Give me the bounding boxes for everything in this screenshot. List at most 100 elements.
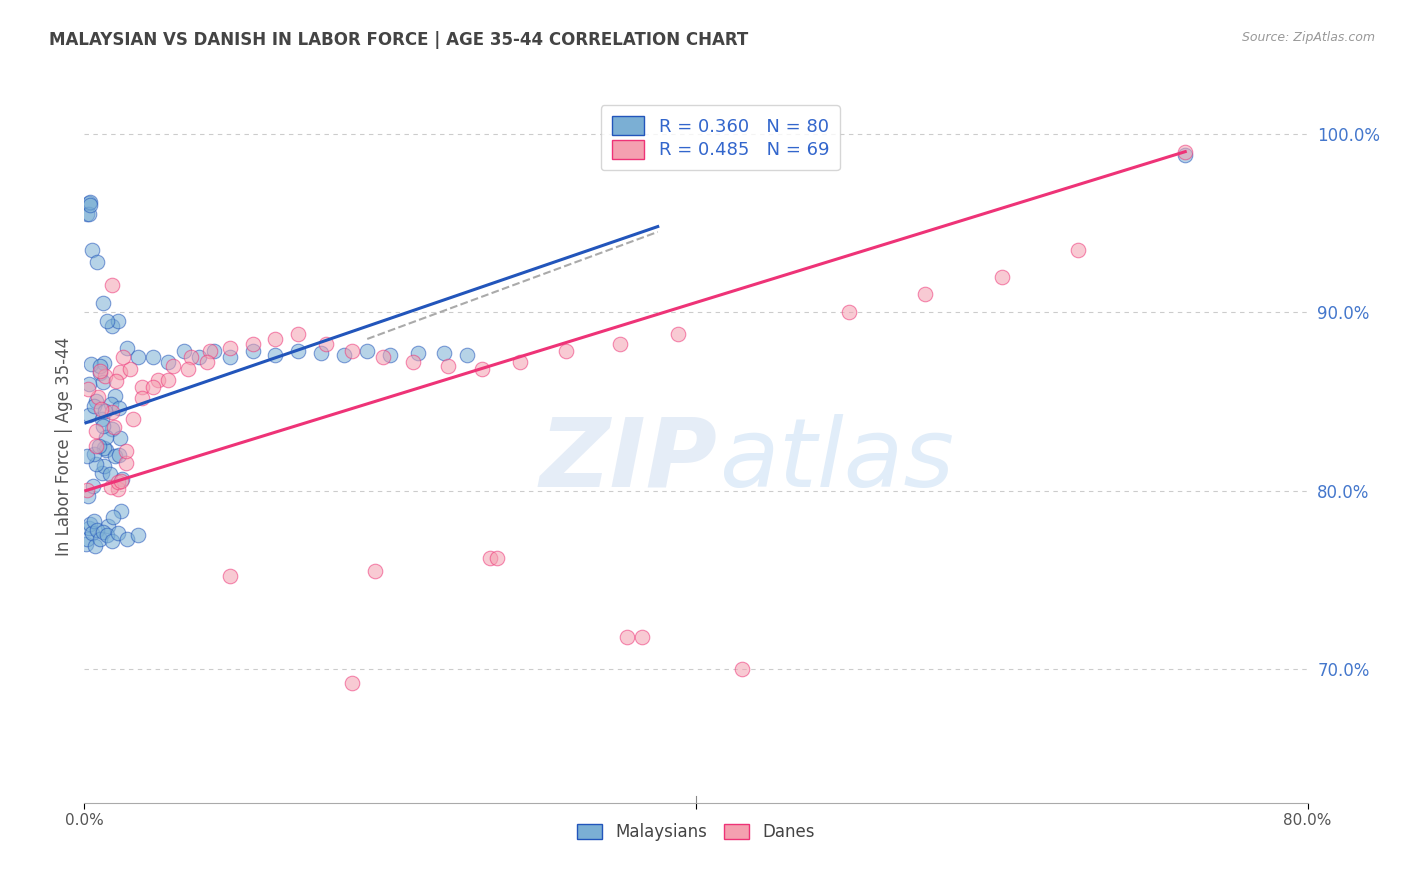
Point xyxy=(76,483,98,497)
Point xyxy=(731,662,754,676)
Point xyxy=(142,350,165,364)
Y-axis label: In Labor Force | Age 35-44: In Labor Force | Age 35-44 xyxy=(55,336,73,556)
Point xyxy=(111,473,134,487)
Point xyxy=(478,551,501,566)
Point xyxy=(218,341,240,355)
Point xyxy=(142,380,165,394)
Point xyxy=(86,255,108,269)
Point xyxy=(76,449,98,463)
Point xyxy=(110,503,132,517)
Point xyxy=(127,528,149,542)
Point xyxy=(103,510,125,524)
Point xyxy=(77,489,100,503)
Point xyxy=(89,439,111,453)
Point xyxy=(356,344,378,359)
Point xyxy=(471,362,494,376)
Point xyxy=(86,393,108,408)
Point xyxy=(631,630,654,644)
Point xyxy=(287,326,309,341)
Point xyxy=(555,344,578,359)
Point xyxy=(93,356,115,370)
Point xyxy=(146,373,169,387)
Point xyxy=(162,359,184,373)
Text: MALAYSIAN VS DANISH IN LABOR FORCE | AGE 35-44 CORRELATION CHART: MALAYSIAN VS DANISH IN LABOR FORCE | AGE… xyxy=(49,31,748,49)
Point xyxy=(80,357,103,371)
Point xyxy=(202,344,225,359)
Point xyxy=(838,305,860,319)
Point xyxy=(264,332,287,346)
Point xyxy=(180,350,202,364)
Point xyxy=(77,382,100,396)
Point xyxy=(333,348,356,362)
Point xyxy=(76,532,98,546)
Point xyxy=(264,348,287,362)
Point xyxy=(101,533,124,548)
Point xyxy=(94,403,117,417)
Point xyxy=(218,569,240,583)
Point xyxy=(94,430,117,444)
Point xyxy=(340,344,363,359)
Point xyxy=(100,467,122,481)
Point xyxy=(107,475,129,490)
Point xyxy=(108,448,131,462)
Point xyxy=(195,355,218,369)
Point xyxy=(101,405,124,419)
Point xyxy=(177,362,200,376)
Point xyxy=(80,526,103,541)
Point xyxy=(380,348,402,362)
Point xyxy=(115,532,138,546)
Point xyxy=(93,442,115,456)
Point xyxy=(77,377,100,392)
Point xyxy=(456,348,478,362)
Point xyxy=(89,359,111,373)
Point xyxy=(75,537,97,551)
Point xyxy=(242,344,264,359)
Point xyxy=(83,514,105,528)
Point xyxy=(104,375,127,389)
Point xyxy=(83,399,105,413)
Point xyxy=(83,447,105,461)
Point xyxy=(89,532,111,546)
Point xyxy=(486,551,509,566)
Point xyxy=(100,397,122,411)
Point xyxy=(122,412,145,426)
Point xyxy=(91,466,114,480)
Point xyxy=(114,456,136,470)
Point xyxy=(91,418,114,433)
Point xyxy=(87,390,110,404)
Point xyxy=(84,457,107,471)
Point xyxy=(218,350,240,364)
Point xyxy=(89,364,111,378)
Point xyxy=(86,523,108,537)
Point xyxy=(84,539,107,553)
Point xyxy=(77,207,100,221)
Point xyxy=(340,676,363,690)
Point xyxy=(115,443,138,458)
Point xyxy=(287,344,309,359)
Point xyxy=(101,422,124,436)
Point xyxy=(93,376,115,390)
Point xyxy=(1174,145,1197,159)
Point xyxy=(1174,148,1197,162)
Point xyxy=(101,319,124,334)
Point xyxy=(89,366,111,380)
Point xyxy=(108,431,131,445)
Point xyxy=(77,196,100,211)
Point xyxy=(77,408,100,422)
Point xyxy=(79,517,101,532)
Point xyxy=(111,350,134,364)
Point xyxy=(104,450,127,464)
Point xyxy=(93,369,115,384)
Point xyxy=(108,401,131,416)
Point xyxy=(86,424,108,438)
Point xyxy=(93,459,115,474)
Point xyxy=(666,326,689,341)
Point xyxy=(91,524,114,539)
Point xyxy=(108,365,131,379)
Point xyxy=(1067,243,1090,257)
Text: atlas: atlas xyxy=(718,414,955,507)
Point xyxy=(107,483,129,497)
Point xyxy=(76,207,98,221)
Point xyxy=(84,439,107,453)
Point xyxy=(371,350,394,364)
